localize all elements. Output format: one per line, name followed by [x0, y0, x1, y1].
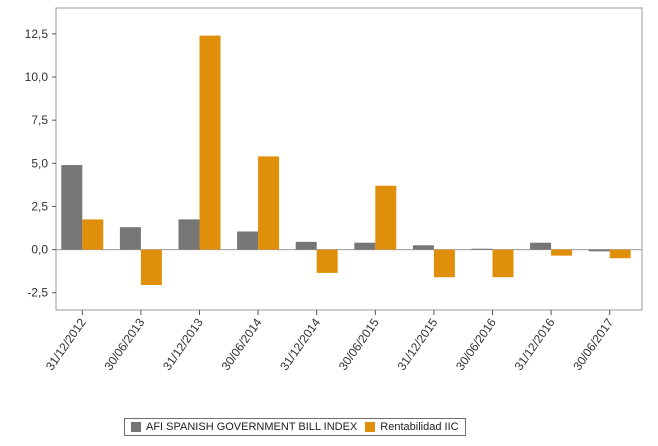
legend-swatch-rentabilidad: [365, 422, 376, 432]
legend-label-afi: AFI SPANISH GOVERNMENT BILL INDEX: [146, 421, 358, 433]
y-tick-label: 5,0: [31, 156, 48, 170]
bar-afi: [412, 245, 434, 250]
bar-afi: [530, 242, 552, 250]
bar-rentabilidad: [140, 249, 162, 285]
y-tick-label: 2,5: [31, 199, 48, 213]
bar-afi: [119, 227, 141, 250]
bar-afi: [295, 241, 317, 250]
y-tick-label: 12,5: [25, 27, 49, 41]
x-tick-label: 31/12/2016: [512, 315, 558, 372]
x-tick-label: 30/06/2016: [453, 315, 499, 372]
x-tick-label: 31/12/2014: [277, 315, 323, 372]
legend-item-afi: AFI SPANISH GOVERNMENT BILL INDEX: [131, 421, 357, 433]
x-tick-label: 31/12/2013: [160, 315, 206, 372]
bar-afi: [471, 248, 493, 250]
legend-swatch-afi: [131, 422, 141, 432]
bar-afi: [354, 242, 376, 250]
y-tick-label: 0,0: [31, 243, 48, 257]
legend-item-rentabilidad: Rentabilidad IIC: [365, 421, 459, 433]
bar-afi: [588, 249, 610, 252]
x-tick-label: 31/12/2012: [43, 315, 89, 372]
bar-afi: [178, 219, 200, 250]
legend-label-rentabilidad: Rentabilidad IIC: [380, 421, 459, 433]
y-tick-label: 10,0: [25, 70, 49, 84]
bar-rentabilidad: [551, 249, 573, 256]
bar-rentabilidad: [316, 249, 338, 273]
legend: AFI SPANISH GOVERNMENT BILL INDEX Rentab…: [124, 418, 466, 436]
bar-rentabilidad: [609, 249, 631, 259]
x-tick-label: 30/06/2014: [219, 315, 265, 372]
y-tick-label: -2,5: [27, 286, 48, 300]
bar-rentabilidad: [258, 156, 280, 250]
bar-rentabilidad: [199, 35, 221, 250]
bar-afi: [61, 165, 83, 250]
x-tick-label: 31/12/2015: [394, 315, 440, 372]
bar-afi: [237, 231, 259, 250]
y-tick-label: 7,5: [31, 113, 48, 127]
x-tick-label: 30/06/2017: [570, 315, 616, 372]
bar-rentabilidad: [433, 249, 455, 278]
bar-rentabilidad: [492, 249, 514, 278]
bar-rentabilidad: [82, 219, 104, 250]
x-tick-label: 30/06/2013: [101, 315, 147, 372]
bar-rentabilidad: [375, 185, 397, 250]
x-tick-label: 30/06/2015: [336, 315, 382, 372]
